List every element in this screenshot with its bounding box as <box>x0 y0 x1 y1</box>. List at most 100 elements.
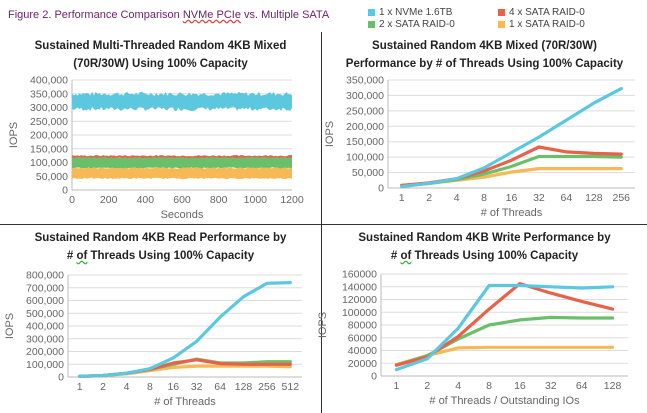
y-tick-label: 500,000 <box>26 308 64 320</box>
y-tick-label: 800,000 <box>26 270 64 282</box>
x-axis-label: # of Threads <box>154 396 216 408</box>
legend-label: 1 x NVMe 1.6TB <box>379 7 453 18</box>
x-tick-label: 0 <box>69 194 75 206</box>
y-tick-label: 250,000 <box>30 116 68 128</box>
legend: 1 x NVMe 1.6TB 4 x SATA RAID-0 2 x SATA … <box>368 7 638 30</box>
chart-title-line2: # of Threads Using 100% Capacity <box>0 248 321 265</box>
x-tick-label: 64 <box>576 380 588 392</box>
series-line-0 <box>394 283 615 372</box>
title-part: of <box>400 250 412 262</box>
y-tick-label: 200,000 <box>30 130 68 142</box>
chart-read-by-threads: 0100,000200,000300,000400,000500,000600,… <box>4 270 302 408</box>
x-tick-label: 2 <box>426 192 432 204</box>
x-tick-label: 512 <box>282 381 300 393</box>
x-axis-label: # of Threads <box>481 207 543 219</box>
figure-title-start: Figure 2. Performance Comparison <box>8 9 183 21</box>
x-tick-label: 200 <box>100 194 118 206</box>
x-tick-label: 32 <box>533 192 545 204</box>
chart-mixed-by-threads: 0 50,000 100,000 150,000 200,000 250,000 300,0… <box>324 75 635 219</box>
x-tick-label: 64 <box>561 192 573 204</box>
legend-label: 4 x SATA RAID-0 <box>509 7 585 18</box>
x-axis-label: # of Threads / Outstanding IOs <box>429 395 580 407</box>
legend-label: 1 x SATA RAID-0 <box>509 19 585 30</box>
series-line-0 <box>400 86 623 189</box>
x-tick-label: 1200 <box>280 194 304 206</box>
panel-divider-horizontal <box>0 224 647 225</box>
chart-title-line1: Sustained Random 4KB Mixed (70R/30W) <box>372 40 597 52</box>
y-tick-label: 0 <box>62 185 68 197</box>
x-tick-label: 64 <box>214 381 226 393</box>
x-tick-label: 128 <box>604 380 622 392</box>
y-tick-label: 700,000 <box>26 282 64 294</box>
y-tick-label: 100000 <box>342 307 377 319</box>
y-tick-label: 100,000 <box>26 359 64 371</box>
x-tick-label: 1 <box>394 380 400 392</box>
x-tick-label: 4 <box>124 381 130 393</box>
y-tick-label: 0 <box>371 371 377 383</box>
title-part: # <box>66 250 77 262</box>
y-tick-label: 400,000 <box>30 75 68 87</box>
x-tick-label: 400 <box>137 194 155 206</box>
y-axis-label: IOPS <box>317 312 329 338</box>
y-tick-label: 150,000 <box>346 136 384 148</box>
series-band-1 <box>72 155 292 160</box>
y-tick-label: 300,000 <box>346 90 384 102</box>
x-tick-label: 128 <box>585 192 603 204</box>
x-tick-label: 16 <box>506 192 518 204</box>
y-tick-label: 200,000 <box>26 346 64 358</box>
x-tick-label: 1000 <box>244 194 268 206</box>
y-axis-label: IOPS <box>8 122 20 148</box>
y-tick-label: 140000 <box>342 281 377 293</box>
figure-title-end: vs. Multiple SATA <box>240 9 330 21</box>
x-tick-label: 8 <box>147 381 153 393</box>
y-tick-label: 250,000 <box>346 105 384 117</box>
x-tick-label: 128 <box>235 381 253 393</box>
x-tick-label: 32 <box>545 380 557 392</box>
series-band-2 <box>72 156 292 169</box>
series-line-0 <box>78 281 292 378</box>
x-tick-label: 256 <box>258 381 276 393</box>
title-part: of <box>76 250 88 262</box>
x-tick-label: 16 <box>167 381 179 393</box>
x-tick-label: 16 <box>514 380 526 392</box>
figure-title: Figure 2. Performance Comparison NVMe PC… <box>8 9 329 21</box>
y-tick-label: 160000 <box>342 269 377 281</box>
title-part: Threads Using 100% Capacity <box>87 250 255 262</box>
chart-mixed-over-time: 050,000100,000150,000200,000250,000300,0… <box>8 75 304 222</box>
chart-title-line1: Sustained Random 4KB Write Performance b… <box>358 232 611 244</box>
y-tick-label: 100,000 <box>346 152 384 164</box>
y-tick-label: 0 <box>378 183 384 195</box>
legend-swatch-1sata <box>498 21 505 28</box>
y-axis-label: IOPS <box>4 313 16 339</box>
x-tick-label: 32 <box>191 381 203 393</box>
y-tick-label: 600,000 <box>26 295 64 307</box>
series-line-1 <box>394 282 615 367</box>
chart-title-line2: # of Threads Using 100% Capacity <box>322 248 647 265</box>
x-tick-label: 800 <box>210 194 228 206</box>
x-tick-label: 256 <box>613 192 631 204</box>
x-tick-label: 8 <box>486 380 492 392</box>
chart-title-line2: (70R/30W) Using 100% Capacity <box>73 58 248 70</box>
y-tick-label: 40000 <box>348 345 377 357</box>
legend-swatch-nvme <box>368 9 375 16</box>
x-tick-label: 1 <box>399 192 405 204</box>
legend-label: 2 x SATA RAID-0 <box>379 19 455 30</box>
y-tick-label: 350,000 <box>30 88 68 100</box>
panel-read-by-threads: Sustained Random 4KB Read Performance by… <box>0 230 321 413</box>
x-tick-label: 2 <box>424 380 430 392</box>
panel-mixed-over-time: Sustained Multi-Threaded Random 4KB Mixe… <box>0 38 321 224</box>
y-tick-label: 150,000 <box>30 143 68 155</box>
y-tick-label: 80000 <box>348 320 377 332</box>
legend-item-1sata: 1 x SATA RAID-0 <box>498 19 628 30</box>
y-tick-label: 60000 <box>348 332 377 344</box>
y-tick-label: 400,000 <box>26 321 64 333</box>
y-tick-label: 300,000 <box>26 333 64 345</box>
y-tick-label: 50,000 <box>36 171 68 183</box>
figure-title-product: NVMe PCIe <box>182 9 241 21</box>
chart-title-line1: Sustained Multi-Threaded Random 4KB Mixe… <box>34 40 287 52</box>
panel-write-by-threads: Sustained Random 4KB Write Performance b… <box>322 230 647 413</box>
legend-swatch-4sata <box>498 9 505 16</box>
series-band-0 <box>72 91 292 112</box>
legend-item-2sata: 2 x SATA RAID-0 <box>368 19 498 30</box>
